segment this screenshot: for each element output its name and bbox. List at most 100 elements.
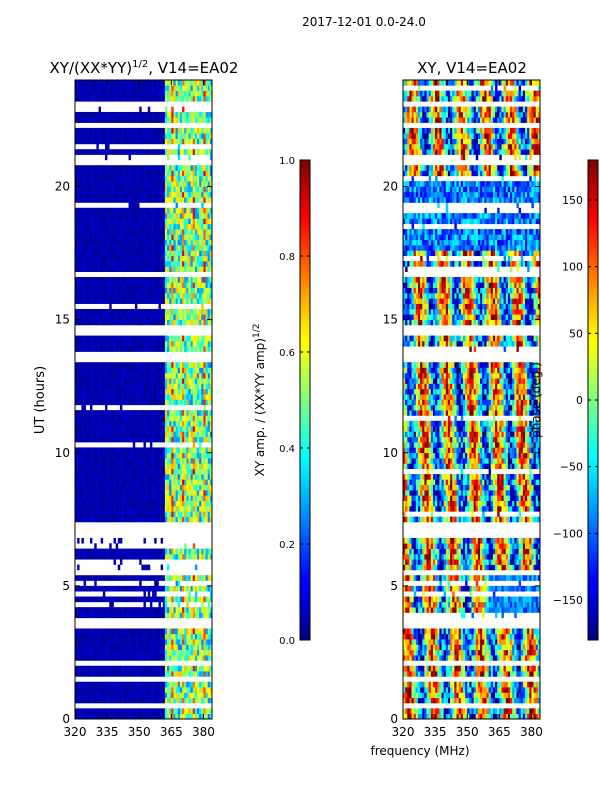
heatmap-cell	[158, 665, 161, 672]
heatmap-cell	[117, 665, 121, 672]
heatmap-cell	[184, 277, 187, 283]
heatmap-cell	[98, 191, 101, 198]
heatmap-cell	[158, 234, 161, 241]
heatmap-cell	[85, 255, 89, 262]
heatmap-cell	[162, 234, 166, 241]
heatmap-cell	[79, 697, 82, 704]
heatmap-cell	[117, 394, 121, 400]
heatmap-cell	[104, 596, 108, 603]
heatmap-cell	[113, 516, 116, 523]
heatmap-cell	[175, 468, 179, 475]
heatmap-cell	[130, 500, 134, 507]
heatmap-cell	[119, 490, 123, 496]
heatmap-cell	[96, 335, 99, 342]
heatmap-cell	[137, 229, 140, 235]
heatmap-cell	[115, 255, 119, 262]
heatmap-cell	[160, 447, 164, 454]
heatmap-cell	[119, 665, 123, 672]
heatmap-cell	[147, 681, 151, 688]
heatmap-cell	[87, 186, 91, 193]
heatmap-cell	[92, 644, 95, 651]
heatmap-cell	[109, 708, 112, 714]
heatmap-cell	[171, 298, 174, 304]
heatmap-cell	[175, 708, 179, 714]
heatmap-cell	[164, 452, 168, 459]
heatmap-cell	[182, 479, 185, 486]
heatmap-cell	[147, 436, 151, 443]
heatmap-cell	[192, 207, 196, 214]
heatmap-cell	[92, 394, 95, 400]
heatmap-cell	[130, 314, 134, 320]
heatmap-cell	[124, 639, 127, 645]
heatmap-cell	[145, 282, 149, 288]
heatmap-cell	[134, 500, 138, 507]
heatmap-cell	[113, 639, 116, 645]
heatmap-cell	[145, 399, 149, 406]
heatmap-cell	[83, 308, 86, 315]
heatmap-cell	[173, 308, 176, 315]
heatmap-cell	[182, 282, 185, 288]
heatmap-cell	[134, 415, 138, 422]
heatmap-cell	[158, 596, 161, 603]
heatmap-cell	[154, 229, 157, 235]
heatmap-cell	[190, 426, 194, 432]
heatmap-cell	[122, 261, 125, 267]
heatmap-cell	[100, 175, 104, 182]
heatmap-cell	[167, 495, 170, 501]
heatmap-cell	[152, 500, 155, 507]
heatmap-cell	[169, 266, 172, 273]
heatmap-cell	[94, 671, 97, 677]
heatmap-cell	[109, 490, 112, 496]
heatmap-cell	[126, 223, 129, 230]
heatmap-cell	[177, 458, 181, 464]
heatmap-cell	[117, 282, 121, 288]
heatmap-cell	[141, 287, 144, 294]
heatmap-cell	[94, 362, 97, 368]
heatmap-cell	[160, 426, 164, 432]
heatmap-cell	[154, 665, 157, 672]
heatmap-cell	[83, 255, 86, 262]
heatmap-cell	[77, 372, 80, 379]
heatmap-cell	[104, 655, 108, 661]
heatmap-cell	[89, 277, 93, 283]
heatmap-cell	[152, 293, 155, 299]
heatmap-cell	[107, 633, 110, 640]
heatmap-cell	[92, 431, 95, 438]
heatmap-cell	[96, 655, 99, 661]
heatmap-cell	[109, 410, 112, 416]
heatmap-cell	[182, 431, 185, 438]
heatmap-cell	[100, 495, 104, 501]
heatmap-cell	[160, 197, 164, 203]
heatmap-cell	[207, 506, 211, 512]
heatmap-cell	[107, 234, 110, 241]
heatmap-cell	[132, 575, 136, 581]
heatmap-cell	[179, 372, 183, 379]
heatmap-cell	[160, 628, 164, 635]
heatmap-cell	[171, 596, 174, 603]
heatmap-cell	[92, 575, 95, 581]
heatmap-cell	[75, 511, 78, 517]
heatmap-cell	[109, 308, 112, 315]
heatmap-cell	[173, 261, 176, 267]
heatmap-cell	[164, 596, 168, 603]
heatmap-cell	[122, 399, 125, 406]
heatmap-cell	[175, 394, 179, 400]
heatmap-cell	[126, 346, 129, 352]
heatmap-cell	[139, 388, 142, 395]
heatmap-cell	[92, 420, 95, 427]
heatmap-cell	[111, 649, 114, 656]
heatmap-cell	[184, 500, 187, 507]
heatmap-cell	[192, 266, 196, 273]
heatmap-cell	[152, 479, 155, 486]
heatmap-cell	[126, 186, 129, 193]
heatmap-cell	[182, 218, 185, 225]
heatmap-cell	[115, 452, 119, 459]
heatmap-cell	[188, 415, 191, 422]
heatmap-cell	[89, 394, 93, 400]
heatmap-cell	[132, 277, 136, 283]
heatmap-cell	[209, 628, 213, 635]
heatmap-cell	[201, 250, 204, 257]
heatmap-cell	[175, 436, 179, 443]
heatmap-cell	[175, 426, 179, 432]
heatmap-cell	[102, 458, 106, 464]
